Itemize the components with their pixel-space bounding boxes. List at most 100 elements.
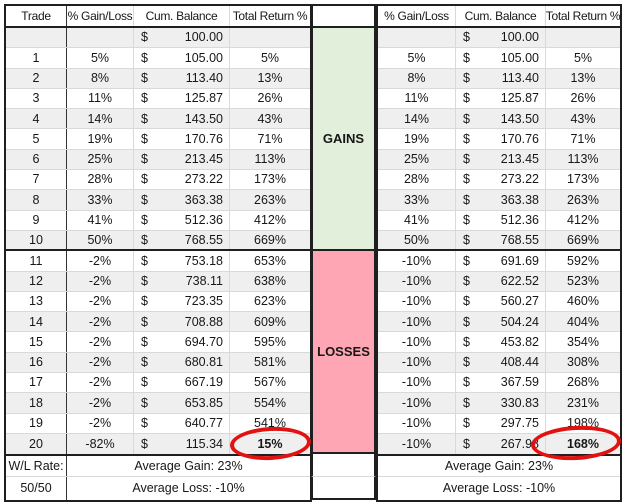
total-return-cell[interactable]: 13% xyxy=(257,70,283,85)
gain-loss-cell[interactable]: 41% xyxy=(378,210,456,230)
total-return-cell[interactable]: 592% xyxy=(567,253,599,268)
total-return-cell[interactable]: 268% xyxy=(567,375,599,390)
trade-cell[interactable]: 16 xyxy=(6,352,67,373)
total-return-cell[interactable]: 71% xyxy=(257,131,283,146)
total-return-cell[interactable]: 198% xyxy=(567,416,599,431)
total-return-cell[interactable]: 15% xyxy=(257,436,283,451)
total-return-cell[interactable]: 554% xyxy=(254,395,286,410)
trade-cell[interactable]: 7 xyxy=(6,170,67,190)
cum-balance-cell[interactable]: $105.00 xyxy=(456,48,546,68)
gain-loss-cell[interactable]: -10% xyxy=(378,433,456,455)
trade-cell[interactable]: 13 xyxy=(6,291,67,312)
cum-balance-cell[interactable]: $691.69 xyxy=(456,251,546,271)
cum-balance-cell[interactable]: $453.82 xyxy=(456,332,546,352)
gain-loss-column-header[interactable]: % Gain/Loss xyxy=(378,6,456,26)
cum-balance-cell[interactable]: $653.85 xyxy=(134,393,230,413)
gain-loss-cell[interactable]: 11% xyxy=(378,88,456,109)
gain-loss-cell[interactable]: 14% xyxy=(67,109,134,129)
gain-loss-cell[interactable]: 28% xyxy=(378,170,456,190)
gain-loss-cell[interactable]: 5% xyxy=(67,48,134,68)
total-return-cell[interactable]: 26% xyxy=(570,91,596,106)
cum-balance-cell[interactable]: $512.36 xyxy=(456,210,546,230)
gains-section-cell[interactable]: GAINS xyxy=(311,28,376,252)
section-footer-spacer-cell[interactable] xyxy=(311,477,376,501)
gain-loss-cell[interactable]: -2% xyxy=(67,291,134,312)
cum-balance-cell[interactable]: $143.50 xyxy=(134,109,230,129)
trade-cell[interactable]: 14 xyxy=(6,312,67,332)
cum-balance-cell[interactable]: $100.00 xyxy=(456,28,546,48)
trade-cell[interactable]: 11 xyxy=(6,251,67,271)
cum-balance-cell[interactable]: $753.18 xyxy=(134,251,230,271)
total-return-cell[interactable]: 412% xyxy=(254,213,286,228)
total-return-cell[interactable]: 567% xyxy=(254,375,286,390)
cum-balance-cell[interactable]: $170.76 xyxy=(456,129,546,149)
cum-balance-cell[interactable]: $273.22 xyxy=(134,170,230,190)
cum-balance-cell[interactable]: $708.88 xyxy=(134,312,230,332)
trade-cell[interactable]: 6 xyxy=(6,149,67,170)
cum-balance-cell[interactable]: $640.77 xyxy=(134,413,230,433)
trade-cell[interactable]: 19 xyxy=(6,413,67,433)
trade-cell[interactable]: 8 xyxy=(6,190,67,210)
total-return-column-header[interactable]: Total Return % xyxy=(545,9,621,23)
cum-balance-cell[interactable]: $363.38 xyxy=(134,190,230,210)
cum-balance-cell[interactable]: $738.11 xyxy=(134,271,230,291)
total-return-cell[interactable]: 354% xyxy=(567,334,599,349)
cum-balance-cell[interactable]: $768.55 xyxy=(134,230,230,250)
total-return-cell[interactable]: 71% xyxy=(570,131,596,146)
gain-loss-cell[interactable]: -2% xyxy=(67,352,134,373)
total-return-cell[interactable]: 412% xyxy=(567,213,599,228)
total-return-cell[interactable]: 609% xyxy=(254,314,286,329)
average-loss-cell[interactable]: Average Loss: -10% xyxy=(442,481,556,496)
gain-loss-cell[interactable]: 50% xyxy=(67,230,134,250)
trade-cell[interactable]: 4 xyxy=(6,109,67,129)
gain-loss-cell[interactable]: -10% xyxy=(378,332,456,352)
cum-balance-cell[interactable]: $125.87 xyxy=(134,88,230,109)
gain-loss-column-header[interactable]: % Gain/Loss xyxy=(67,6,134,26)
gain-loss-cell[interactable]: -10% xyxy=(378,312,456,332)
losses-section-cell[interactable]: LOSSES xyxy=(311,251,376,455)
total-return-cell[interactable]: 231% xyxy=(567,395,599,410)
total-return-cell[interactable]: 113% xyxy=(567,152,599,167)
cum-balance-cell[interactable]: $667.19 xyxy=(134,373,230,393)
gain-loss-cell[interactable]: -10% xyxy=(378,373,456,393)
average-loss-cell[interactable]: Average Loss: -10% xyxy=(132,481,245,496)
total-return-cell[interactable]: 43% xyxy=(257,111,283,126)
gain-loss-cell[interactable]: -10% xyxy=(378,271,456,291)
total-return-cell[interactable]: 653% xyxy=(254,253,286,268)
trade-cell[interactable]: 1 xyxy=(6,48,67,68)
cum-balance-cell[interactable]: $143.50 xyxy=(456,109,546,129)
gain-loss-cell[interactable] xyxy=(67,28,134,48)
total-return-cell[interactable] xyxy=(546,28,620,47)
cum-balance-cell[interactable]: $297.75 xyxy=(456,413,546,433)
gain-loss-cell[interactable]: -10% xyxy=(378,393,456,413)
total-return-cell[interactable]: 263% xyxy=(254,192,286,207)
trade-cell[interactable] xyxy=(6,28,67,48)
cum-balance-cell[interactable]: $622.52 xyxy=(456,271,546,291)
total-return-cell[interactable] xyxy=(230,28,310,47)
trade-cell[interactable]: 2 xyxy=(6,68,67,88)
section-header-spacer-cell[interactable] xyxy=(311,4,376,28)
cum-balance-cell[interactable]: $768.55 xyxy=(456,230,546,250)
total-return-cell[interactable]: 581% xyxy=(254,355,286,370)
gain-loss-cell[interactable]: -2% xyxy=(67,332,134,352)
gain-loss-cell[interactable]: 25% xyxy=(378,149,456,170)
wl-rate-value-cell[interactable]: 50/50 xyxy=(6,477,67,501)
average-gain-cell[interactable]: Average Gain: 23% xyxy=(134,458,243,473)
total-return-cell[interactable]: 460% xyxy=(567,294,599,309)
trade-cell[interactable]: 9 xyxy=(6,210,67,230)
trade-cell[interactable]: 3 xyxy=(6,88,67,109)
cum-balance-cell[interactable]: $125.87 xyxy=(456,88,546,109)
total-return-cell[interactable]: 26% xyxy=(257,91,283,106)
gain-loss-cell[interactable]: 19% xyxy=(378,129,456,149)
total-return-cell[interactable]: 308% xyxy=(567,355,599,370)
total-return-cell[interactable]: 113% xyxy=(254,152,286,167)
gain-loss-cell[interactable]: 25% xyxy=(67,149,134,170)
total-return-cell[interactable]: 13% xyxy=(570,70,596,85)
average-gain-cell[interactable]: Average Gain: 23% xyxy=(444,458,554,473)
cum-balance-cell[interactable]: $213.45 xyxy=(456,149,546,170)
total-return-cell[interactable]: 669% xyxy=(254,232,286,247)
total-return-cell[interactable]: 541% xyxy=(254,416,286,431)
gain-loss-cell[interactable]: -10% xyxy=(378,352,456,373)
total-return-cell[interactable]: 5% xyxy=(260,50,280,65)
gain-loss-cell[interactable]: -10% xyxy=(378,251,456,271)
